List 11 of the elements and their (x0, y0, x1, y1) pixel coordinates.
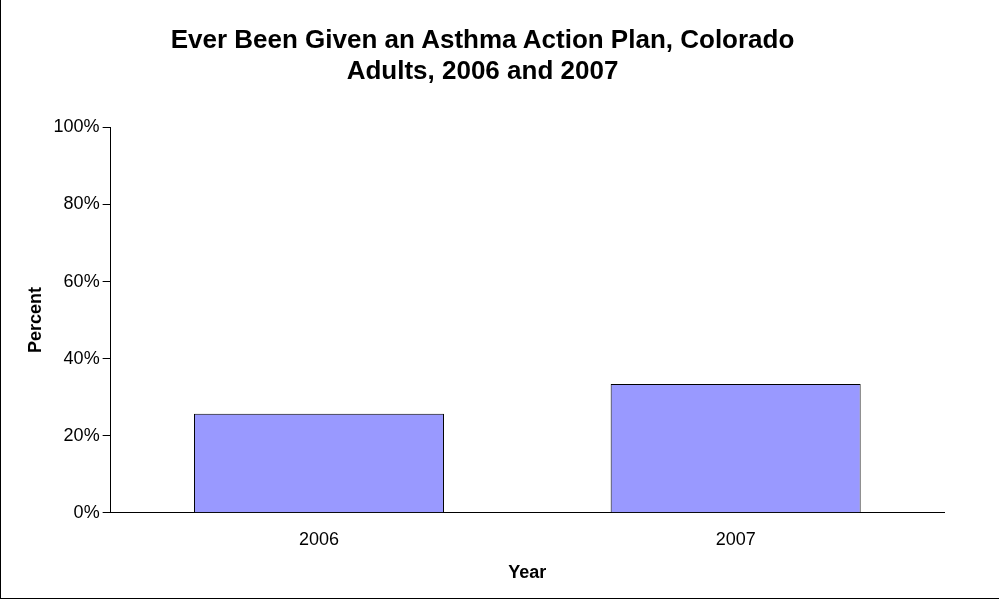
x-tick-label: 2006 (298, 528, 339, 549)
y-tick-label: 0% (73, 501, 100, 522)
y-tick-label: 20% (63, 424, 100, 445)
x-tick-label: 2007 (715, 528, 756, 549)
y-tick-label: 100% (53, 116, 100, 137)
y-tick-label: 60% (63, 270, 100, 291)
x-axis-title: Year (508, 562, 547, 583)
y-axis-title: Percent (24, 287, 45, 354)
y-tick-label: 80% (63, 193, 100, 214)
y-tick-label: 40% (63, 347, 100, 368)
chart-title: Ever Been Given an Asthma Action Plan, Colorado Adults, 2006 and 2007 (170, 23, 795, 85)
